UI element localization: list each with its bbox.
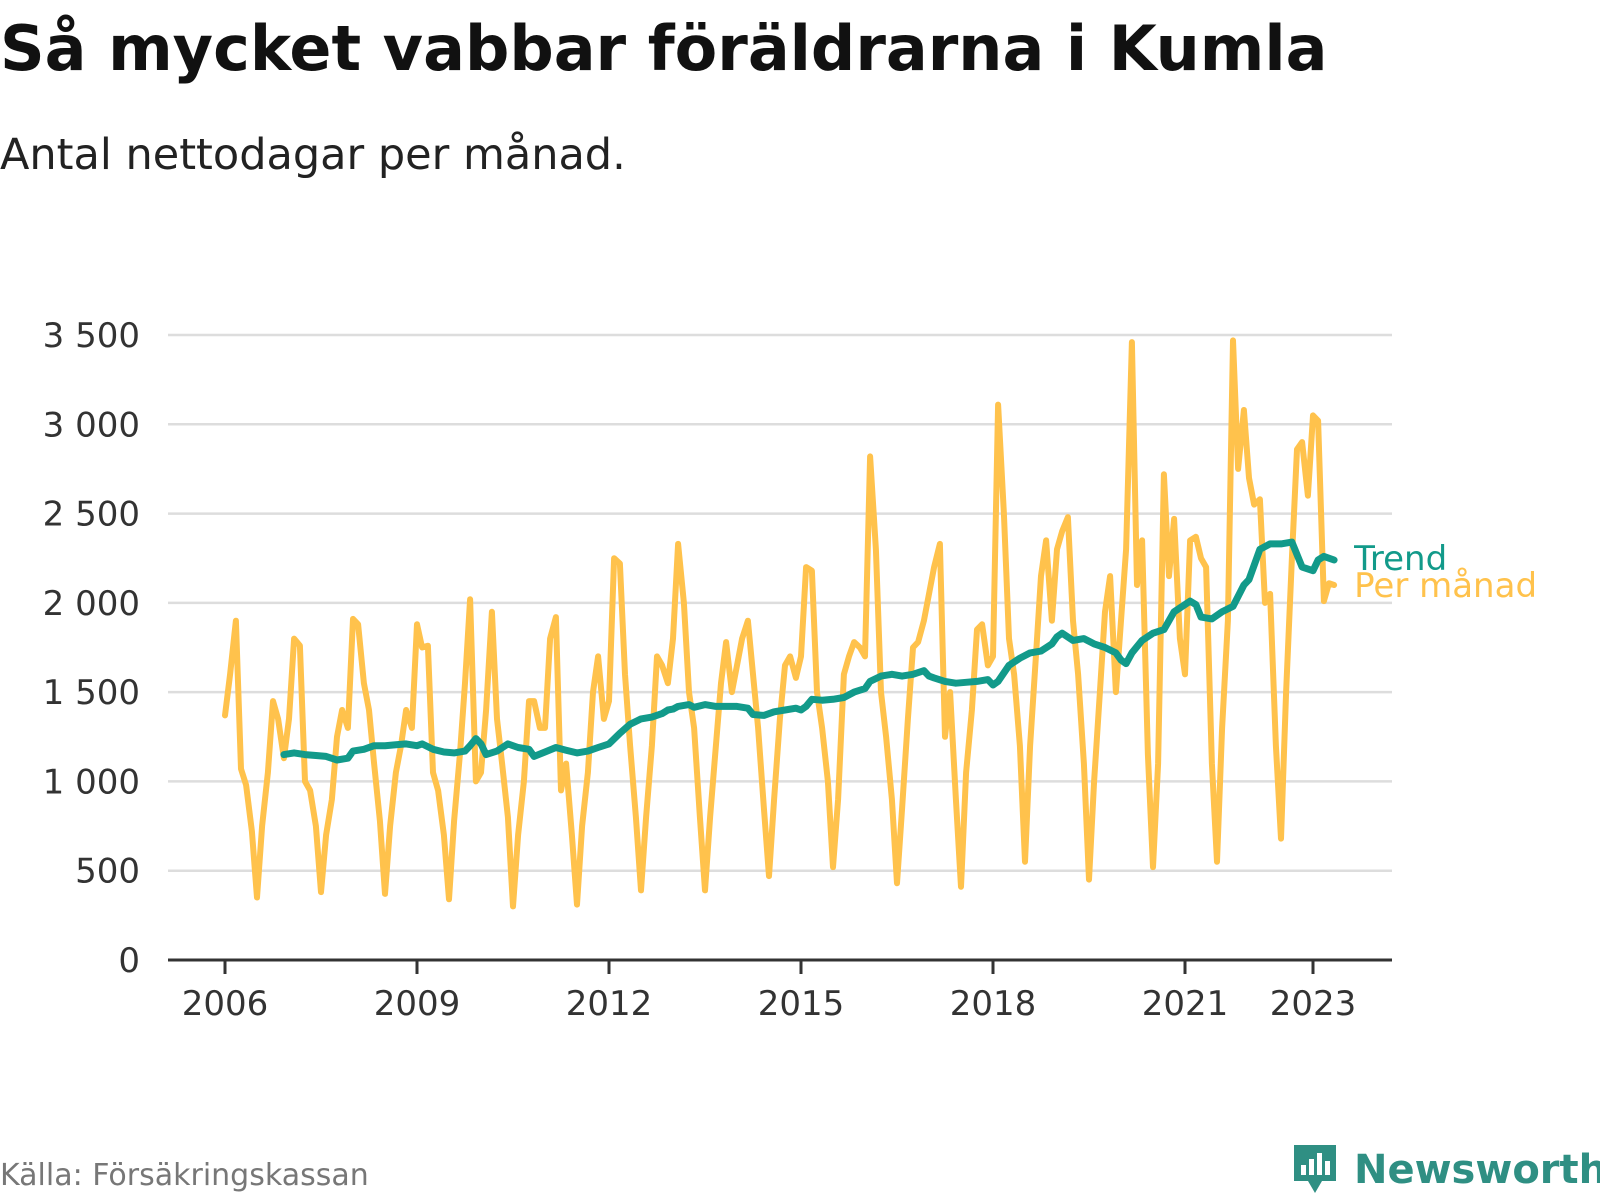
bar-chart-logo-icon (1294, 1145, 1336, 1193)
x-tick-label: 2015 (758, 984, 845, 1024)
y-tick-label: 2 000 (43, 584, 140, 624)
y-tick-label: 1 000 (43, 762, 140, 802)
y-axis-ticks: 0 500 1 000 1 500 2 000 2 500 3 000 3 500 (43, 316, 140, 981)
x-tick-label: 2009 (374, 984, 461, 1024)
x-tick-label: 2006 (182, 984, 269, 1024)
x-axis: 2006 2009 2012 2015 2018 2021 2023 (168, 958, 1392, 1024)
chart-title: Så mycket vabbar föräldrarna i Kumla (0, 12, 1328, 85)
series-label: Per månad (1354, 566, 1537, 606)
x-tick-label: 2023 (1270, 984, 1357, 1024)
x-tick-label: 2021 (1142, 984, 1229, 1024)
series-line-per-manad (222, 337, 1338, 910)
series-label: Trend (1353, 539, 1447, 579)
chart-subtitle: Antal nettodagar per månad. (0, 130, 626, 180)
y-tick-label: 0 (118, 941, 140, 981)
source-note: Källa: Försäkringskassan (0, 1158, 369, 1193)
series-lines (222, 337, 1338, 910)
series-line-trend (280, 538, 1338, 764)
brand-logo: Newsworthy (1290, 1140, 1600, 1200)
y-tick-label: 3 500 (43, 316, 140, 356)
y-tick-label: 2 500 (43, 495, 140, 535)
x-tick-label: 2018 (950, 984, 1037, 1024)
y-tick-label: 1 500 (43, 673, 140, 713)
brand-name: Newsworthy (1354, 1147, 1600, 1193)
x-tick-label: 2012 (566, 984, 653, 1024)
y-tick-label: 500 (75, 852, 140, 892)
y-tick-label: 3 000 (43, 405, 140, 445)
